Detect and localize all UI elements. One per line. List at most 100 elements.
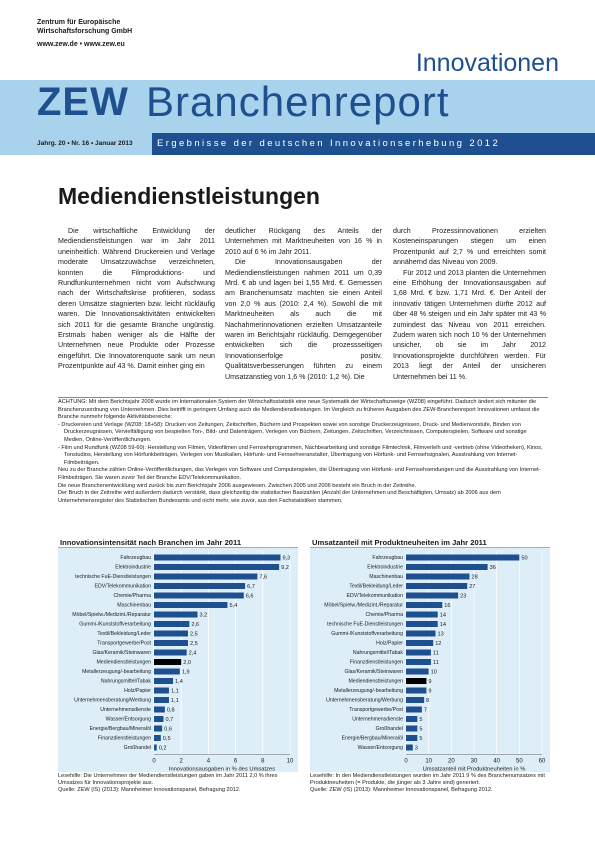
bar-value-label: 3 xyxy=(415,746,418,752)
bar-value-label: 6,6 xyxy=(246,594,254,600)
zew-logo: ZEW xyxy=(37,80,129,124)
body-column-1: Die wirtschaftliche Entwicklung der Medi… xyxy=(58,226,215,372)
bar xyxy=(406,659,431,665)
bar-value-label: 8 xyxy=(426,698,429,704)
bar-value-label: 0,8 xyxy=(167,708,175,714)
bar xyxy=(154,725,163,732)
bar xyxy=(406,725,418,732)
bar-value-label: 9,3 xyxy=(282,556,290,562)
category-label: Elektroindustrie xyxy=(367,565,403,571)
bar xyxy=(406,649,431,656)
category-label: Energie/Bergbau/Mineralöl xyxy=(90,726,151,732)
bar xyxy=(406,697,425,703)
x-tick-label: 0 xyxy=(152,759,156,765)
caption-text: Lesehilfe: In den Mediendienstleistungen… xyxy=(310,773,545,787)
bar xyxy=(406,611,438,618)
bar-value-label: 11 xyxy=(433,651,439,657)
note-outro: Die neue Branchenentwicklung wird zurück… xyxy=(58,482,417,489)
page-title: Mediendienstleistungen xyxy=(58,183,320,209)
institute-name-1: Zentrum für Europäische xyxy=(37,19,121,26)
bar-value-label: 2,5 xyxy=(190,641,198,647)
category-label: Metallerzeugung/-bearbeitung xyxy=(82,669,151,675)
x-tick-label: 40 xyxy=(493,759,500,765)
bar xyxy=(406,573,470,580)
bar-value-label: 9 xyxy=(428,689,431,695)
bar-value-label: 7 xyxy=(424,708,427,714)
note-item: - Film und Rundfunk (WZ08 59-60): Herste… xyxy=(58,444,543,466)
category-label: Möbel/Spielw./Medizint./Reparatur xyxy=(72,612,151,618)
body-column-2: deutlicher Rückgang des Anteils der Unte… xyxy=(225,226,382,382)
paragraph: Für 2012 und 2013 planten die Unternehme… xyxy=(393,268,546,381)
bar-value-label: 9,2 xyxy=(281,565,289,571)
bar xyxy=(154,678,174,684)
bar xyxy=(406,630,436,637)
chart-svg: 0 2 4 6 8 10 Fahrzeugbau 9,3 Elektroindustrie 9,2… xyxy=(72,551,294,773)
note-list: - Druckereien und Verlage (WZ08: 18+58):… xyxy=(58,422,548,468)
bar-value-label: 1,4 xyxy=(175,679,183,685)
methodology-note: ACHTUNG: Mit dem Berichtsjahr 2008 wurde… xyxy=(58,397,548,505)
bar xyxy=(154,735,161,741)
category-label: Elektroindustrie xyxy=(115,565,151,571)
x-tick-label: 10 xyxy=(425,759,432,765)
bar-value-label: 2,0 xyxy=(183,660,191,666)
series-title-main: Branchenreport xyxy=(146,78,450,125)
bar xyxy=(154,744,157,751)
bar-value-label: 6,7 xyxy=(247,584,255,590)
bar xyxy=(154,649,187,656)
caption-source: Quelle: ZEW (IS) (2013): Mannheimer Inno… xyxy=(310,787,493,794)
x-tick-label: 2 xyxy=(180,759,184,765)
category-label: Transportgewerbe/Post xyxy=(349,707,403,713)
body-column-3: durch Prozessinnovationen erzielten Kost… xyxy=(393,226,546,382)
bar xyxy=(154,573,258,580)
bar xyxy=(406,592,459,599)
bar-value-label: 2,4 xyxy=(189,651,197,657)
bar xyxy=(154,668,180,675)
bar xyxy=(406,706,422,713)
bar xyxy=(406,744,413,751)
bar-value-label: 3,2 xyxy=(200,613,208,619)
bar xyxy=(154,602,228,608)
bar-value-label: 0,6 xyxy=(164,727,172,733)
bar xyxy=(154,716,164,722)
category-label: Textil/Bekleidung/Leder xyxy=(349,584,403,590)
x-axis-label: Innovationsausgaben in % des Umsatzes xyxy=(169,767,275,773)
category-label: EDV/Telekommunikation xyxy=(346,593,403,599)
chart-caption-right: Lesehilfe: In den Mediendienstleistungen… xyxy=(310,773,552,795)
bar xyxy=(406,716,418,722)
bar-value-label: 36 xyxy=(490,565,496,571)
category-label: Großhandel xyxy=(124,745,151,751)
bar xyxy=(154,554,281,561)
bar-value-label: 23 xyxy=(460,594,466,600)
category-label: Glas/Keramik/Steinwaren xyxy=(344,669,403,675)
x-tick-label: 10 xyxy=(287,759,294,765)
x-axis-label: Umsatzanteil mit Produktneuheiten in % xyxy=(423,767,526,773)
bar xyxy=(406,583,468,589)
category-label: Chemie/Pharma xyxy=(114,593,152,599)
category-label: Maschinenbau xyxy=(369,574,403,580)
bar-value-label: 5 xyxy=(419,736,422,742)
category-label: Unternehmensberatung/Werbung xyxy=(326,698,403,704)
category-label: Holz/Papier xyxy=(376,641,403,647)
bar xyxy=(406,554,520,561)
bar xyxy=(154,564,280,570)
category-label: Mediendienstleistungen xyxy=(96,660,151,666)
bar xyxy=(154,687,169,694)
x-tick-label: 6 xyxy=(234,759,238,765)
category-label: technische FuE-Dienstleistungen xyxy=(75,574,151,580)
bar xyxy=(406,687,427,694)
category-label: Möbel/Spielw./Medizint./Reparatur xyxy=(324,603,403,609)
bar-value-label: 1,1 xyxy=(171,689,179,695)
bar xyxy=(154,592,244,599)
category-label: technische FuE-Dienstleistungen xyxy=(327,622,403,628)
bar xyxy=(154,640,188,646)
chart-innovation-intensity: Innovationsintensität nach Branchen im J… xyxy=(58,537,298,772)
bar-value-label: 11 xyxy=(433,660,439,666)
category-label: Holz/Papier xyxy=(124,688,151,694)
bar-value-label: 5,4 xyxy=(229,603,237,609)
chart-svg: 0 10 20 30 40 50 60 Fahrzeugbau 50 Elektroindustr… xyxy=(324,551,546,773)
note-outro: Neu zu der Branche zählen Online-Veröffe… xyxy=(58,467,541,481)
caption-source: Quelle: ZEW (IS) (2013): Mannheimer Inno… xyxy=(58,787,241,794)
bar xyxy=(406,735,418,741)
x-tick-label: 60 xyxy=(539,759,546,765)
category-label: Nahrungsmittel/Tabak xyxy=(353,650,404,656)
